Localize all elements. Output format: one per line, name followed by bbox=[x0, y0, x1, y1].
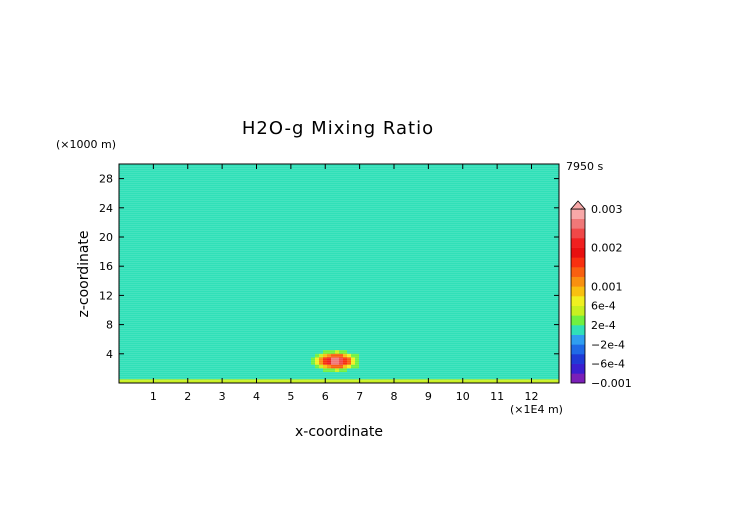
chart-title: H2O-g Mixing Ratio bbox=[242, 118, 434, 139]
y-units-label: (×1000 m) bbox=[56, 138, 116, 151]
time-label: 7950 s bbox=[566, 160, 603, 173]
